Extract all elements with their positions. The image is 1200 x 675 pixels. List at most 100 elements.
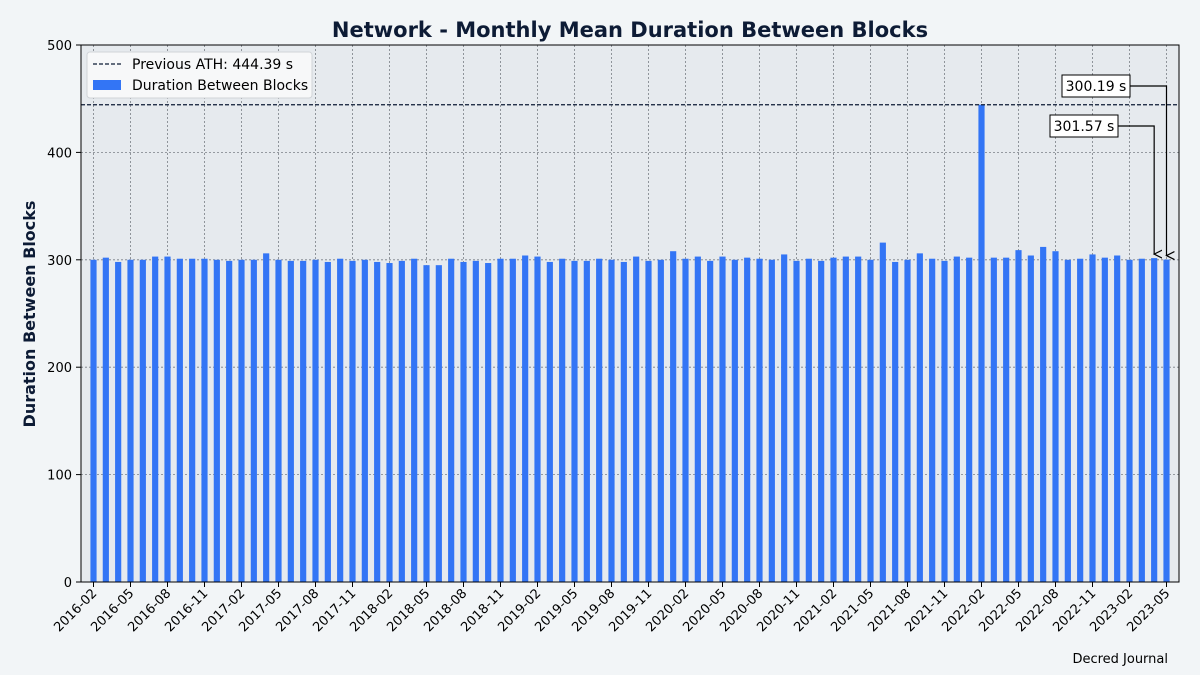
bar-2016-04	[115, 261, 122, 582]
bar-2019-03	[546, 261, 553, 582]
bar-2016-02	[90, 259, 97, 582]
bar-2018-08	[460, 261, 467, 582]
bar-2016-05	[127, 259, 134, 582]
y-tick-label-5: 500	[47, 39, 72, 54]
bar-2019-04	[559, 258, 566, 582]
bar-2023-04	[1151, 258, 1158, 582]
bar-2016-07	[152, 256, 159, 582]
annotations: 300.19 s 301.57 s	[1049, 74, 1167, 256]
bar-2020-08	[756, 258, 763, 582]
bar-2021-01	[818, 260, 825, 582]
bar-2023-02	[1126, 259, 1133, 582]
bar-2022-11	[1089, 254, 1096, 582]
bar-2016-06	[139, 259, 146, 582]
bar-2019-10	[633, 256, 640, 582]
bar-2016-09	[176, 258, 183, 582]
y-axis-label: Duration Between Blocks	[20, 201, 39, 428]
bar-2021-05	[867, 259, 874, 582]
bar-2020-07	[744, 257, 751, 582]
bar-2020-10	[781, 254, 788, 582]
y-tick-label-4: 400	[47, 146, 72, 161]
bar-2020-11	[793, 260, 800, 582]
bar-2022-03	[990, 257, 997, 582]
bar-2020-05	[719, 256, 726, 582]
bar-2016-08	[164, 256, 171, 582]
annotation-arrow-1	[1118, 125, 1154, 254]
bar-2016-12	[213, 259, 220, 582]
bar-2020-12	[805, 258, 812, 582]
bar-2016-11	[201, 258, 208, 582]
bar-2017-01	[226, 260, 233, 582]
bar-2019-12	[657, 259, 664, 582]
plot-frame	[80, 44, 1180, 583]
plot-area	[81, 45, 1179, 582]
bar-2017-06	[287, 260, 294, 582]
bar-2019-11	[645, 260, 652, 582]
bar-2017-03	[250, 259, 257, 582]
bar-2023-03	[1138, 258, 1145, 582]
bar-2019-05	[571, 260, 578, 582]
bar-2019-02	[534, 256, 541, 582]
bar-2018-04	[411, 258, 418, 582]
bar-2019-08	[608, 259, 615, 582]
bar-2019-09	[620, 261, 627, 582]
bar-2021-09	[916, 253, 923, 582]
bar-2020-06	[731, 259, 738, 582]
bar-2017-04	[263, 253, 270, 582]
bar-2022-10	[1077, 258, 1084, 582]
bar-2018-07	[448, 258, 455, 582]
footer-credit: Decred Journal	[1072, 652, 1168, 667]
bar-2023-05	[1163, 259, 1170, 582]
bar-2017-09	[324, 261, 331, 582]
bar-2021-03	[842, 256, 849, 582]
y-tick-label-2: 200	[47, 361, 72, 376]
bar-2017-05	[275, 259, 282, 582]
bar-2018-06	[435, 265, 442, 582]
bar-2021-10	[929, 258, 936, 582]
bar-2021-07	[892, 261, 899, 582]
bar-2018-11	[497, 258, 504, 582]
bar-2022-01	[966, 257, 973, 582]
bar-2022-09	[1064, 259, 1071, 582]
y-tick-label-3: 300	[47, 254, 72, 269]
bar-2018-09	[472, 260, 479, 582]
bar-2022-08	[1052, 251, 1059, 582]
bar-2021-11	[941, 260, 948, 582]
bar-2018-10	[485, 263, 492, 582]
bar-2021-12	[953, 256, 960, 582]
y-axis: 0 100 200 300 400 500	[47, 39, 81, 591]
bars	[90, 104, 1170, 583]
bar-2016-10	[189, 258, 196, 582]
bar-2020-04	[707, 260, 714, 582]
bar-2018-02	[386, 263, 393, 582]
legend-bars-label: Duration Between Blocks	[132, 78, 308, 94]
bar-2022-05	[1015, 250, 1022, 582]
annotation-label-0: 300.19 s	[1066, 79, 1127, 95]
bar-2017-11	[349, 260, 356, 582]
bar-2021-02	[830, 257, 837, 582]
bar-2020-02	[682, 258, 689, 582]
chart-title: Network - Monthly Mean Duration Between …	[332, 18, 928, 42]
y-tick-label-1: 100	[47, 469, 72, 484]
bar-2017-12	[361, 259, 368, 582]
bar-2023-01	[1114, 255, 1121, 582]
legend: Previous ATH: 444.39 s Duration Between …	[86, 51, 313, 99]
bar-2016-03	[102, 257, 109, 582]
bar-2022-02	[978, 104, 985, 582]
bar-2022-06	[1027, 255, 1034, 582]
bar-2020-01	[670, 251, 677, 582]
bar-2022-07	[1040, 246, 1047, 583]
bar-2019-07	[596, 258, 603, 582]
bar-2018-03	[398, 260, 405, 582]
annotation-arrow-0	[1130, 85, 1167, 256]
bar-2020-03	[694, 256, 701, 582]
legend-bars-swatch	[93, 80, 121, 90]
bar-2019-01	[522, 255, 529, 582]
bar-2021-08	[904, 259, 911, 582]
bar-2022-12	[1101, 257, 1108, 582]
bar-2021-06	[879, 242, 886, 582]
bar-2022-04	[1003, 257, 1010, 582]
bar-2017-02	[238, 259, 245, 582]
bar-2019-06	[583, 260, 590, 582]
